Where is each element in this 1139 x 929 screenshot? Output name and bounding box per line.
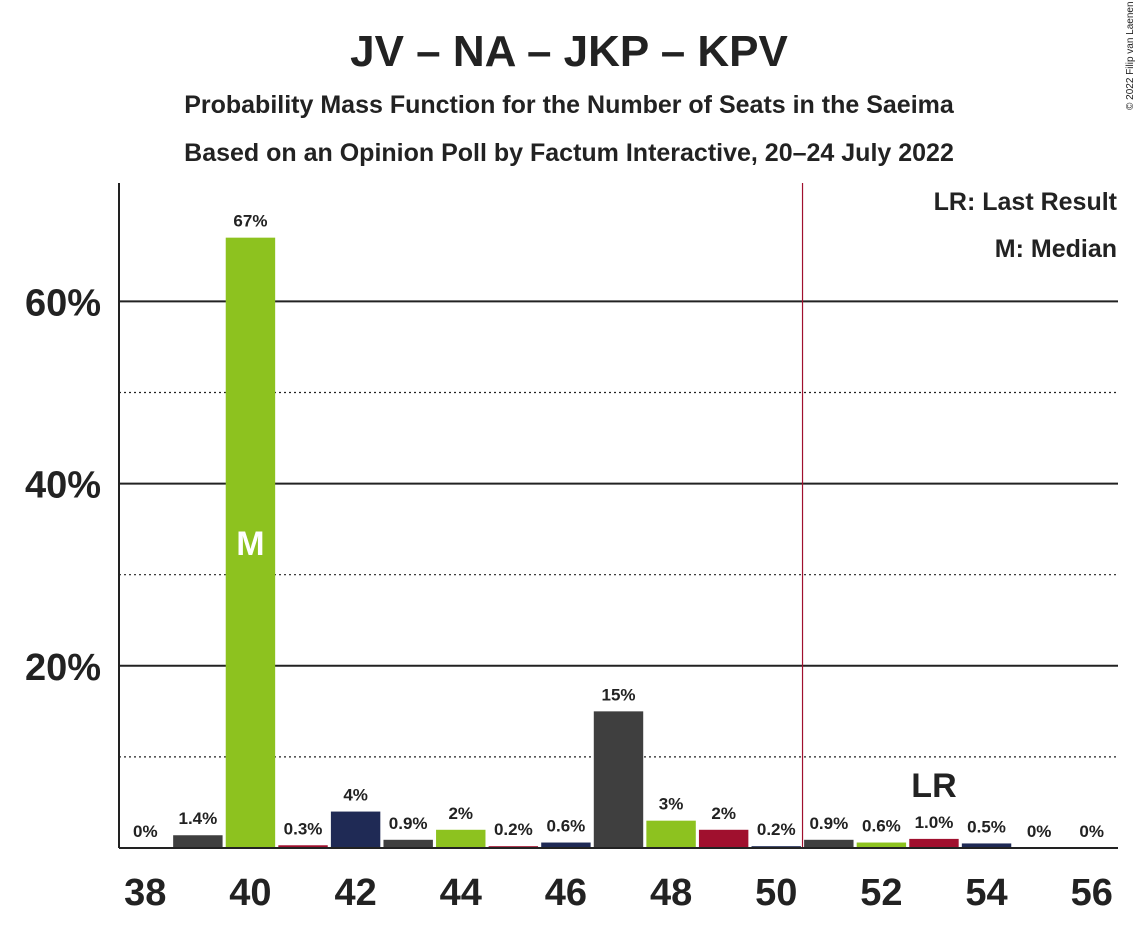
value-label: 0.5% (967, 817, 1006, 836)
value-label: 0% (133, 822, 158, 841)
x-tick-label: 56 (1071, 872, 1113, 914)
value-label: 1.0% (915, 813, 954, 832)
value-label: 0.3% (284, 819, 323, 838)
value-label: 67% (233, 212, 267, 231)
y-tick-label: 20% (25, 647, 101, 689)
value-label: 3% (659, 795, 684, 814)
x-tick-label: 48 (650, 872, 692, 914)
bar (173, 835, 223, 848)
median-label: M (236, 525, 264, 563)
x-tick-label: 42 (334, 872, 376, 914)
bar (856, 842, 907, 848)
x-tick-label: 40 (229, 872, 271, 914)
x-tick-label: 54 (965, 872, 1007, 914)
legend-entry: M: Median (995, 235, 1117, 263)
copyright: © 2022 Filip van Laenen (1125, 1, 1136, 110)
chart-title: JV – NA – JKP – KPV (350, 27, 788, 76)
bar (383, 839, 433, 848)
bar (804, 839, 854, 848)
last-result-label: LR (911, 767, 956, 805)
bar (541, 842, 591, 848)
value-label: 0% (1079, 822, 1104, 841)
value-label: 0.2% (757, 820, 796, 839)
x-tick-label: 46 (545, 872, 587, 914)
value-label: 0% (1027, 822, 1052, 841)
value-label: 0.6% (547, 817, 586, 836)
bar (698, 829, 749, 848)
x-tick-label: 50 (755, 872, 797, 914)
x-tick-label: 52 (860, 872, 902, 914)
value-label: 2% (448, 804, 473, 823)
bar (436, 829, 486, 848)
x-tick-label: 38 (124, 872, 166, 914)
bar (278, 845, 328, 848)
value-label: 15% (601, 685, 635, 704)
y-tick-label: 60% (25, 282, 101, 324)
bar (646, 820, 696, 848)
chart-subtitle: Based on an Opinion Poll by Factum Inter… (184, 139, 954, 167)
chart-subtitle: Probability Mass Function for the Number… (184, 91, 955, 119)
bar (909, 838, 959, 848)
value-label: 0.6% (862, 817, 901, 836)
x-tick-label: 44 (440, 872, 482, 914)
value-label: 1.4% (178, 809, 217, 828)
value-label: 0.9% (389, 814, 428, 833)
value-label: 0.9% (809, 814, 848, 833)
bar (330, 811, 381, 848)
value-label: 4% (343, 786, 368, 805)
bar (225, 237, 276, 848)
bar (593, 711, 644, 848)
legend-entry: LR: Last Result (934, 188, 1118, 216)
y-tick-label: 40% (25, 465, 101, 507)
value-label: 2% (711, 804, 736, 823)
value-label: 0.2% (494, 820, 533, 839)
bar (961, 843, 1012, 848)
